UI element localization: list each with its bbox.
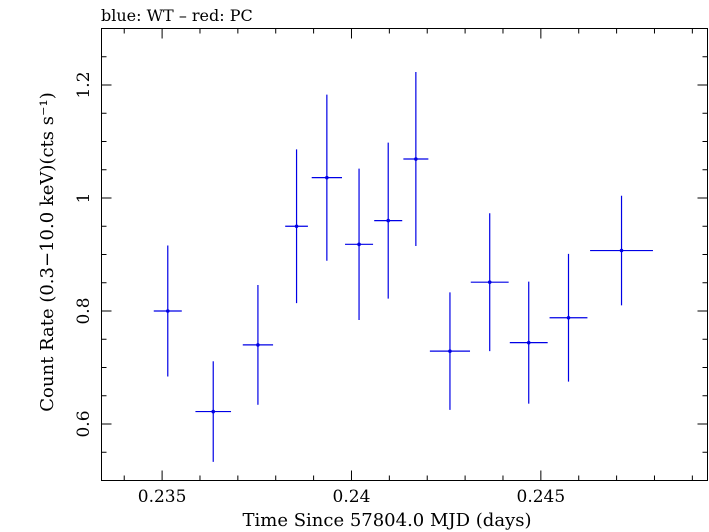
y-axis: 0.6 0.8 1 1.2 — [74, 28, 708, 481]
data-point — [509, 281, 548, 404]
instrument-mode-label: blue: WT – red: PC — [101, 6, 253, 25]
data-marker — [211, 409, 216, 414]
data-point — [470, 213, 509, 352]
y-tick-label: 0.6 — [74, 410, 94, 437]
data-point — [311, 94, 343, 261]
data-marker — [325, 175, 329, 180]
data-marker — [357, 242, 361, 247]
x-axis: 0.235 0.24 0.245 — [123, 28, 693, 507]
data-points — [153, 72, 653, 462]
data-marker — [487, 280, 492, 284]
y-tick-label: 1 — [74, 193, 94, 204]
data-point — [590, 195, 653, 306]
data-marker — [414, 157, 418, 161]
data-marker — [165, 309, 170, 313]
y-tick-label: 0.8 — [74, 297, 94, 324]
plot-frame — [101, 28, 708, 481]
data-marker — [526, 340, 531, 345]
data-marker — [448, 349, 452, 353]
y-axis-label: Count Rate (0.3−10.0 keV)(cts s⁻¹) — [37, 92, 58, 411]
data-point — [345, 168, 374, 321]
data-marker — [256, 343, 260, 347]
data-point — [285, 149, 308, 304]
data-point — [374, 142, 403, 299]
data-point — [403, 72, 429, 247]
x-axis-label: Time Since 57804.0 MJD (days) — [242, 510, 531, 531]
y-tick-label: 1.2 — [74, 71, 94, 98]
data-point — [195, 361, 232, 462]
data-marker — [619, 248, 624, 253]
x-tick-label: 0.245 — [517, 487, 566, 507]
data-marker — [566, 315, 571, 320]
x-tick-label: 0.235 — [138, 487, 187, 507]
data-marker — [294, 224, 299, 229]
data-point — [153, 245, 182, 377]
x-tick-label: 0.24 — [333, 487, 371, 507]
data-marker — [386, 218, 391, 223]
data-point — [242, 285, 274, 405]
data-point — [549, 253, 588, 382]
data-point — [429, 292, 471, 410]
